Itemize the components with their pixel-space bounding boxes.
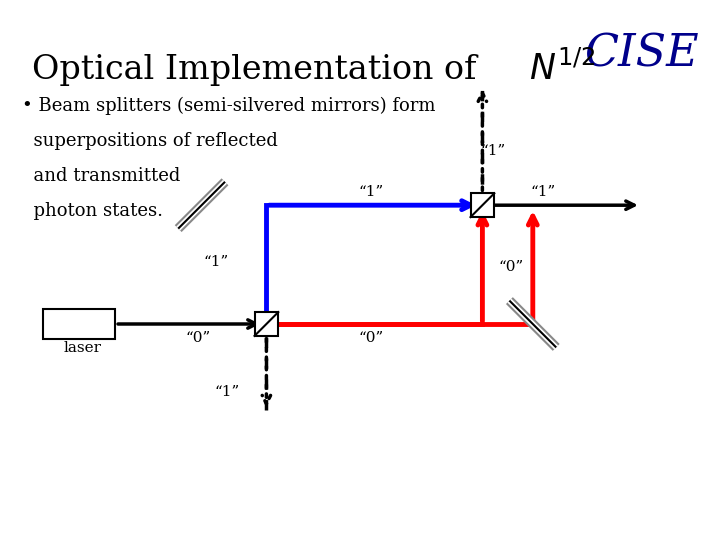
Text: “0”: “0” bbox=[185, 330, 211, 345]
Text: superpositions of reflected: superpositions of reflected bbox=[22, 132, 277, 150]
Text: “1”: “1” bbox=[203, 255, 229, 269]
Text: “0”: “0” bbox=[358, 330, 384, 345]
Bar bbox=[471, 193, 495, 217]
Text: “1”: “1” bbox=[358, 185, 384, 199]
Text: laser: laser bbox=[64, 341, 102, 355]
Text: and transmitted: and transmitted bbox=[22, 167, 180, 185]
Text: “1”: “1” bbox=[214, 384, 240, 399]
Text: photon states.: photon states. bbox=[22, 202, 163, 220]
Text: “1”: “1” bbox=[480, 144, 506, 158]
Text: “0”: “0” bbox=[498, 260, 524, 274]
Bar bbox=[43, 309, 115, 339]
Bar bbox=[255, 312, 278, 336]
Text: • Beam splitters (semi-silvered mirrors) form: • Beam splitters (semi-silvered mirrors)… bbox=[22, 97, 435, 116]
Text: “1”: “1” bbox=[531, 185, 557, 199]
Text: CISE: CISE bbox=[584, 32, 698, 76]
Text: $\mathit{N}^{1/2}$: $\mathit{N}^{1/2}$ bbox=[529, 51, 595, 87]
Text: Optical Implementation of: Optical Implementation of bbox=[32, 54, 487, 86]
